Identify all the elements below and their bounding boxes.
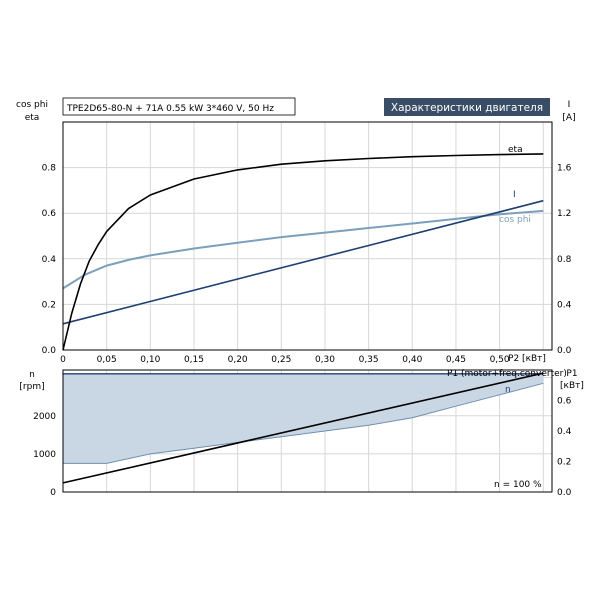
bottom-y-right-label: P1 [566,369,577,379]
y-left-label-cosphi: cos phi [16,100,48,110]
y-right-label-current-unit: [A] [562,113,575,123]
bottom-y-left-tick-label: 1000 [33,450,56,460]
y-left-label-eta: eta [25,113,40,123]
top-chart-grid [62,121,552,351]
bottom-y-left-tick-label: 0 [50,488,56,498]
cosphi-line [62,209,544,290]
section-title: Характеристики двигателя [391,102,543,114]
x-tick-label: 0,15 [184,355,204,365]
bottom-plot-frame [62,369,553,493]
bottom-y-right-tick-label: 0.0 [557,488,572,498]
bottom-y-right-unit: [кВт] [560,381,584,391]
y-right-tick-label: 1.6 [557,164,572,174]
y-right-tick-label: 0.0 [557,346,572,356]
x-tick-label: 0,05 [97,355,117,365]
y-left-tick-label: 0.2 [42,300,56,310]
x-tick-label: 0,45 [446,355,466,365]
y-left-tick-label: 0.0 [42,346,57,356]
eta-line [62,153,544,351]
bottom-y-right-tick-label: 0.6 [557,397,572,407]
product-label-box [62,97,296,116]
bottom-y-right-tick-label: 0.4 [557,427,572,437]
bottom-y-left-tick-label: 2000 [33,412,56,422]
tick-labels: 0 0,05 0,10 0,15 0,20 0,25 0,30 0,35 0,40 0,45 0,5… [33,164,571,498]
x-tick-label: 0,30 [315,355,335,365]
top-plot-frame [62,121,553,351]
x-tick-label: 0,10 [140,355,160,365]
speed-min-line [63,382,544,464]
current-series-label: I [513,190,516,200]
eta-series-label: eta [508,145,523,155]
bottom-y-left-label: n [29,370,35,380]
x-tick-label: 0,40 [402,355,422,365]
section-title-box [384,98,550,116]
p1-line [62,372,544,484]
x-tick-label: 0 [60,355,66,365]
x-tick-label: 0,25 [271,355,291,365]
n-series-label: n [505,385,511,395]
y-left-tick-label: 0.6 [42,209,57,219]
current-line [62,199,544,325]
p1-series-label: P1 (motor+freq.converter) [447,369,567,379]
y-right-tick-label: 1.2 [557,209,571,219]
speed-range-area [63,373,544,464]
y-left-tick-label: 0.8 [42,164,57,174]
product-label: TPE2D65-80-N + 71A 0.55 kW 3*460 V, 50 H… [66,104,274,114]
bottom-y-left-unit: [rpm] [19,382,44,392]
speed-range-band [63,373,544,464]
y-left-tick-label: 0.4 [42,255,57,265]
plot-frames [62,121,553,493]
x-tick-label: 0,50 [490,355,510,365]
bottom-y-right-tick-label: 0.2 [557,458,571,468]
x-axis-label: P2 [кВт] [508,354,546,364]
series-layer [62,153,544,484]
x-tick-label: 0,35 [359,355,379,365]
y-right-tick-label: 0.8 [557,255,572,265]
y-right-label-current: I [568,100,571,110]
speed-percent-label: n = 100 % [494,480,542,490]
y-right-tick-label: 0.4 [557,300,572,310]
cosphi-series-label: cos phi [499,215,531,225]
x-tick-label: 0,20 [228,355,248,365]
